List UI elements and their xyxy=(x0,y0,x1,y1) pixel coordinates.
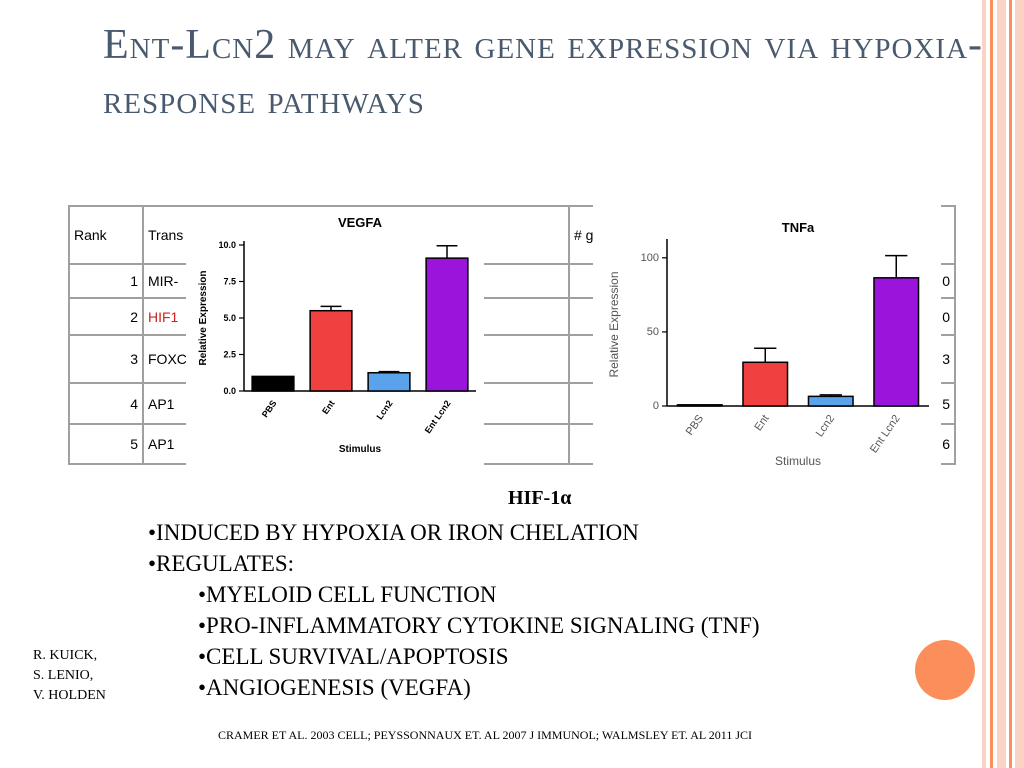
x-tick-label: Lcn2 xyxy=(374,398,394,421)
x-tick-label: Ent Lcn2 xyxy=(868,413,903,455)
sub-bullet-item: •ANGIOGENESIS (VEGFA) xyxy=(198,675,471,700)
row-rank: 2 xyxy=(68,297,144,336)
bar xyxy=(676,404,723,407)
y-tick-label: 0 xyxy=(653,400,659,412)
hif-heading: HIF-1α xyxy=(508,487,572,509)
tnfa-chart-svg: TNFa 0 50 100 PBS Ent Lcn2 Ent Lcn2 Stimulus Rela… xyxy=(607,220,929,468)
vegfa-chart: VEGFA 0.0 2.5 5.0 7.5 10.0 PBS Ent Lcn2 Ent Lcn2 S… xyxy=(186,207,484,469)
slide-title: Ent-Lcn2 may alter gene expression via h… xyxy=(103,22,984,123)
row-rank: 4 xyxy=(68,382,144,425)
bar xyxy=(251,375,295,392)
bar xyxy=(425,257,469,392)
y-tick-label: 2.5 xyxy=(223,350,236,360)
x-axis-label: Stimulus xyxy=(775,454,821,468)
bar xyxy=(367,372,411,392)
y-tick-label: 50 xyxy=(647,326,659,338)
sub-bullet-item: •CELL SURVIVAL/APOPTOSIS xyxy=(198,644,509,669)
x-axis-label: Stimulus xyxy=(339,444,382,455)
y-axis-label: Relative Expression xyxy=(198,270,209,365)
row-rank: 3 xyxy=(68,334,144,384)
sub-bullet-item: •MYELOID CELL FUNCTION xyxy=(198,582,497,607)
x-tick-label: Ent xyxy=(320,398,337,416)
x-tick-label: Lcn2 xyxy=(814,413,838,439)
y-axis-label: Relative Expression xyxy=(607,271,621,377)
stripe-light-3 xyxy=(1015,0,1024,768)
decorative-orange-circle xyxy=(915,640,975,700)
y-tick-label: 100 xyxy=(641,252,659,264)
chart-title: VEGFA xyxy=(338,215,383,230)
x-tick-label: PBS xyxy=(684,413,706,438)
stripe-orange-2 xyxy=(1009,0,1012,768)
x-tick-label: Ent Lcn2 xyxy=(423,398,453,435)
y-tick-label: 0.0 xyxy=(223,386,236,396)
stripe-light-2 xyxy=(997,0,1006,768)
row-rank: 1 xyxy=(68,263,144,299)
vegfa-chart-svg: VEGFA 0.0 2.5 5.0 7.5 10.0 PBS Ent Lcn2 Ent Lcn2 S… xyxy=(198,215,476,455)
authors: R. KUICK, S. LENIO, V. HOLDEN xyxy=(33,646,106,706)
sub-bullet-item: •PRO-INFLAMMATORY CYTOKINE SIGNALING (TN… xyxy=(198,613,760,638)
bar xyxy=(309,309,353,392)
author-line: V. HOLDEN xyxy=(33,688,106,703)
chart-title: TNFa xyxy=(782,220,815,235)
bullet-item: •REGULATES: xyxy=(148,551,295,576)
bar xyxy=(807,395,854,407)
author-line: S. LENIO, xyxy=(33,668,94,683)
y-tick-label: 10.0 xyxy=(218,240,236,250)
stripe-light-1 xyxy=(982,0,986,768)
x-tick-label: PBS xyxy=(260,398,279,419)
x-tick-label: Ent xyxy=(752,413,771,433)
bullet-item: •INDUCED BY HYPOXIA OR IRON CHELATION xyxy=(148,520,639,545)
y-tick-label: 5.0 xyxy=(223,313,236,323)
citation: CRAMER ET AL. 2003 CELL; PEYSSONNAUX ET.… xyxy=(218,728,753,742)
y-tick-label: 7.5 xyxy=(223,277,236,287)
bar xyxy=(873,277,920,407)
header-rank: Rank xyxy=(68,205,144,265)
tnfa-chart: TNFa 0 50 100 PBS Ent Lcn2 Ent Lcn2 Stimulus Rela… xyxy=(593,205,941,468)
stripe-orange-1 xyxy=(990,0,993,768)
bullet-list: •INDUCED BY HYPOXIA OR IRON CHELATION •R… xyxy=(148,517,760,703)
bar xyxy=(742,361,789,407)
author-line: R. KUICK, xyxy=(33,648,98,663)
row-rank: 5 xyxy=(68,423,144,465)
